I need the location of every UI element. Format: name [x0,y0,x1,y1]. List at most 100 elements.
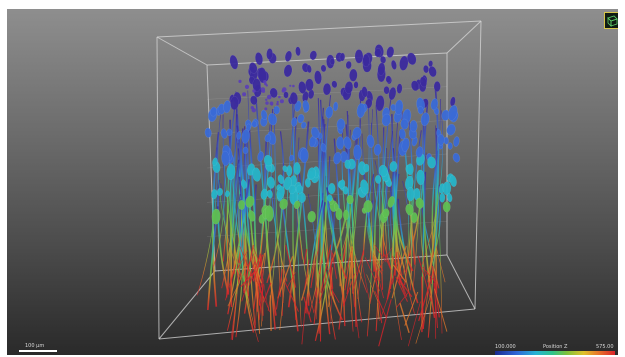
dendrite [296,206,302,328]
bounding-box-edge [156,36,208,66]
dendrite-branch [303,249,308,265]
dendrite-branch [261,295,264,327]
scale-bar-label: 100 µm [25,343,45,349]
dendrite-branch [314,287,318,312]
dendrite-branch [352,289,360,339]
colorbar-min-label: 100.000 [495,344,516,350]
dendrite-branch [379,290,391,322]
cell-body [223,100,231,114]
cell-body [326,194,333,202]
cell-body [276,100,279,104]
dendrite [226,97,237,271]
cell-body [211,189,218,200]
dendrite-branch [392,251,398,285]
cell-body [363,200,373,213]
colorbar-title: Position Z [543,344,568,350]
cell-body [288,184,296,195]
dendrite-branch [434,288,448,332]
cell-body [377,62,386,76]
cell-body [289,92,298,105]
cell-body [398,128,406,140]
cell-body [266,176,276,189]
dendrite-branch [285,244,297,288]
3d-viewport[interactable]: 100 µm 100.000 Position Z 575.00 [7,9,618,355]
dendrite-branch [415,295,432,344]
cell-body [224,190,230,198]
dendrite-branch [301,301,307,345]
cell-body [382,208,390,218]
dendrite [375,104,381,332]
dendrite-branch [432,265,440,318]
dendrite [347,129,354,332]
cell-body [320,143,327,153]
dendrite [292,116,298,320]
cell-body [381,113,392,127]
cell-body [279,198,288,210]
cell-body [295,184,304,194]
cell-body [297,113,305,124]
cell-body [279,99,284,104]
cell-body [298,81,307,94]
dendrite-branch [435,245,446,283]
cell-body [307,210,316,223]
dendrite-branch [377,303,380,320]
dendrite-branch [374,245,387,263]
cell-body [266,94,272,100]
cell-body [288,154,295,162]
cell-body [216,187,224,197]
cell-body [277,174,285,185]
dendrite-branch [248,253,262,286]
cell-body [248,210,256,222]
cell-body [304,178,311,188]
dendrite-branch [392,264,407,283]
cell-body [449,96,456,107]
cell-body [289,84,292,87]
cell-body [339,52,346,62]
bounding-box-edge [156,20,482,38]
cell-body [204,127,212,138]
cell-body [354,49,364,64]
cell-body [420,112,430,127]
cell-body [293,200,301,210]
cell-body [374,48,382,58]
dendrite-branch [279,278,286,331]
cell-body [325,106,334,119]
cell-body [264,205,274,222]
cell-body [276,186,285,200]
dendrite-branch [258,254,268,308]
cell-body [266,189,273,199]
cell-body [252,167,261,182]
cell-body [241,129,250,144]
cell-body [366,134,375,148]
dendrite-branch [303,296,312,323]
cell-body [442,201,451,213]
cell-body [428,60,434,68]
cell-body [260,109,268,121]
cell-body [336,118,346,131]
cell-body [302,100,310,112]
dendrite [314,197,336,342]
dendrite-branch [310,251,318,288]
cell-body [269,87,278,99]
dendrite-branch [378,299,392,347]
dendrite-branch [392,256,408,298]
dendrite [220,183,230,293]
cell-body [390,59,397,70]
cell-body [385,75,392,83]
cell-bodies [204,44,461,225]
cell-body [363,163,370,173]
cell-body [415,197,424,209]
dendrite-branch [404,291,419,326]
dendrite [394,122,415,314]
cell-body [310,126,320,139]
dendrite-branch [328,267,334,307]
cell-body [447,142,453,150]
cell-body [221,150,230,166]
dendrite-branch [364,257,381,292]
dendrite [423,98,442,329]
cell-body [399,55,409,71]
dendrite-branch [377,247,393,272]
orientation-cube-icon[interactable] [604,12,618,29]
cell-body [255,52,263,66]
cell-body [352,126,362,139]
